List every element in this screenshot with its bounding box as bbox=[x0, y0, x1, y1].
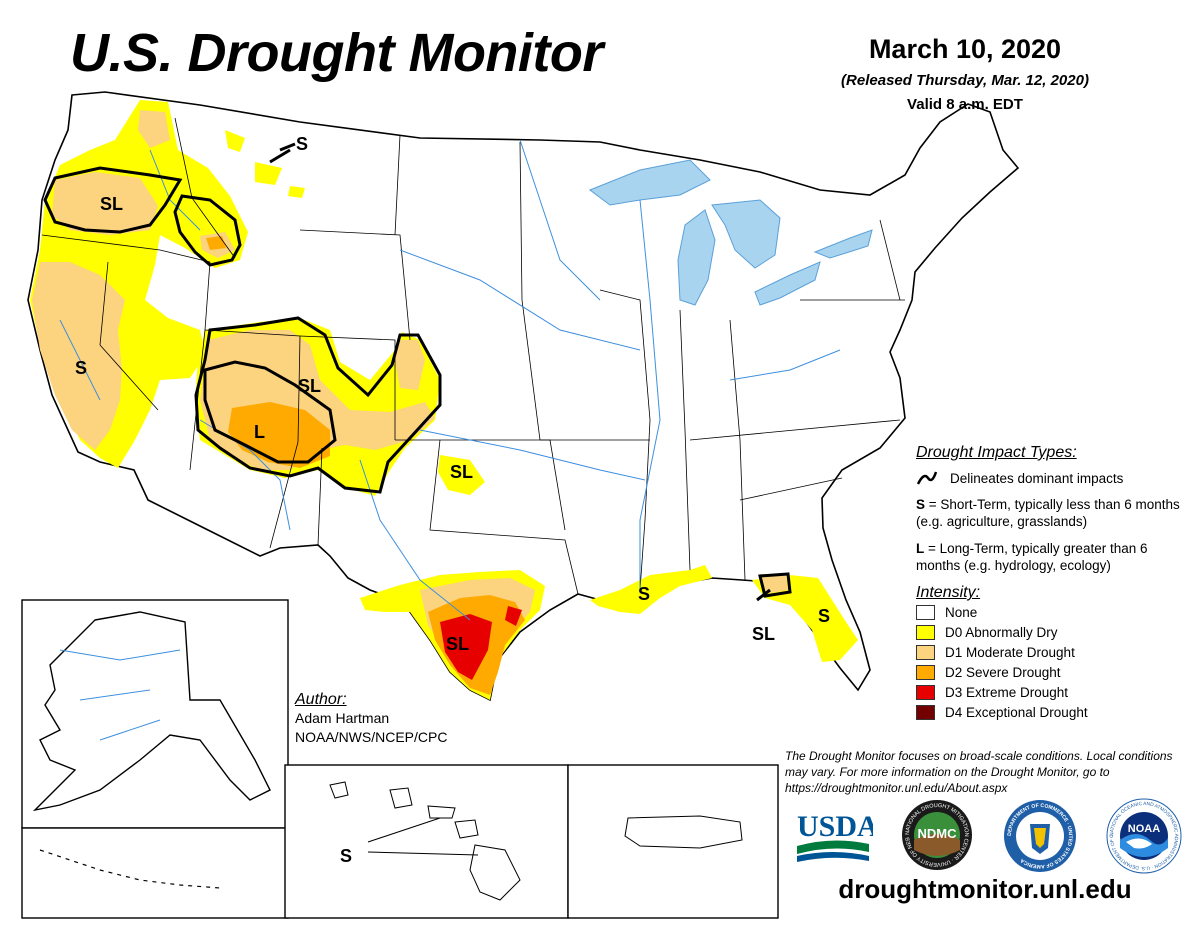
usda-logo: USDA bbox=[797, 810, 873, 862]
short-term-row: S = Short-Term, typically less than 6 mo… bbox=[916, 496, 1186, 530]
swatch-none bbox=[916, 604, 935, 620]
swatch-d1 bbox=[916, 644, 935, 660]
long-term-key: L bbox=[916, 541, 925, 556]
label-utah-arizona: L bbox=[254, 422, 265, 442]
alaska-inset bbox=[21, 599, 289, 919]
boundary-line-icon bbox=[916, 471, 938, 485]
long-term-row: L = Long-Term, typically greater than 6 … bbox=[916, 540, 1186, 574]
legend-label-d1: D1 Moderate Drought bbox=[945, 644, 1075, 660]
label-colorado: SL bbox=[298, 376, 321, 396]
label-california: S bbox=[75, 358, 87, 378]
author-name: Adam Hartman bbox=[295, 710, 390, 726]
long-term-text: = Long-Term, typically greater than 6 mo… bbox=[916, 541, 1148, 573]
intensity-heading: Intensity: bbox=[916, 584, 981, 601]
delineates-text: Delineates dominant impacts bbox=[950, 470, 1124, 486]
release-date: (Released Thursday, Mar. 12, 2020) bbox=[841, 72, 1089, 89]
impact-boundaries bbox=[43, 142, 792, 602]
legend-label-none: None bbox=[945, 604, 978, 620]
d3-areas bbox=[440, 606, 522, 680]
hawaii-inset bbox=[284, 764, 569, 919]
noaa-logo: NATIONAL OCEANIC AND ATMOSPHERIC ADMINIS… bbox=[1106, 798, 1182, 874]
great-lakes bbox=[588, 159, 873, 306]
label-louisiana: S bbox=[638, 584, 650, 604]
author-org: NOAA/NWS/NCEP/CPC bbox=[295, 729, 448, 745]
commerce-seal: DEPARTMENT OF COMMERCE · UNITED STATES O… bbox=[1004, 800, 1076, 872]
legend-row-d2: D2 Severe Drought bbox=[916, 662, 1186, 682]
swatch-d2 bbox=[916, 664, 935, 680]
puerto-rico-inset bbox=[567, 764, 779, 919]
ndmc-wordmark: NDMC bbox=[918, 826, 958, 841]
legend-row-d0: D0 Abnormally Dry bbox=[916, 622, 1186, 642]
swatch-d3 bbox=[916, 684, 935, 700]
impact-types-heading: Drought Impact Types: bbox=[916, 444, 1077, 461]
map-date: March 10, 2020 bbox=[868, 34, 1062, 64]
author-heading: Author: bbox=[295, 691, 347, 708]
legend-row-d4: D4 Exceptional Drought bbox=[916, 702, 1186, 722]
label-oklahoma: SL bbox=[450, 462, 473, 482]
author-block: Author: Adam Hartman NOAA/NWS/NCEP/CPC bbox=[295, 690, 447, 747]
website-link[interactable]: droughtmonitor.unl.edu bbox=[838, 874, 1132, 904]
label-florida-panhandle: SL bbox=[752, 624, 775, 644]
label-florida-peninsula: S bbox=[818, 606, 830, 626]
legend: Drought Impact Types: Delineates dominan… bbox=[916, 444, 1186, 722]
swatch-d0 bbox=[916, 624, 935, 640]
delineates-row: Delineates dominant impacts bbox=[916, 470, 1186, 486]
label-oregon: SL bbox=[100, 194, 123, 214]
page-title: U.S. Drought Monitor bbox=[70, 23, 603, 83]
valid-time: Valid 8 a.m. EDT bbox=[907, 96, 1023, 113]
label-hawaii: S bbox=[340, 846, 352, 866]
disclaimer-note: The Drought Monitor focuses on broad-sca… bbox=[785, 749, 1173, 795]
legend-label-d2: D2 Severe Drought bbox=[945, 664, 1061, 680]
label-montana: S bbox=[296, 134, 308, 154]
legend-label-d0: D0 Abnormally Dry bbox=[945, 624, 1058, 640]
legend-row-d3: D3 Extreme Drought bbox=[916, 682, 1186, 702]
legend-row-none: None bbox=[916, 602, 1186, 622]
legend-label-d4: D4 Exceptional Drought bbox=[945, 704, 1088, 720]
ndmc-logo: NATIONAL DROUGHT MITIGATION CENTER · UNI… bbox=[900, 798, 972, 870]
noaa-wordmark: NOAA bbox=[1128, 823, 1160, 835]
swatch-d4 bbox=[916, 704, 935, 720]
legend-label-d3: D3 Extreme Drought bbox=[945, 684, 1069, 700]
label-texas: SL bbox=[446, 634, 469, 654]
legend-row-d1: D1 Moderate Drought bbox=[916, 642, 1186, 662]
short-term-key: S bbox=[916, 497, 926, 512]
usda-wordmark: USDA bbox=[797, 810, 873, 843]
short-term-text: = Short-Term, typically less than 6 mont… bbox=[916, 497, 1180, 529]
